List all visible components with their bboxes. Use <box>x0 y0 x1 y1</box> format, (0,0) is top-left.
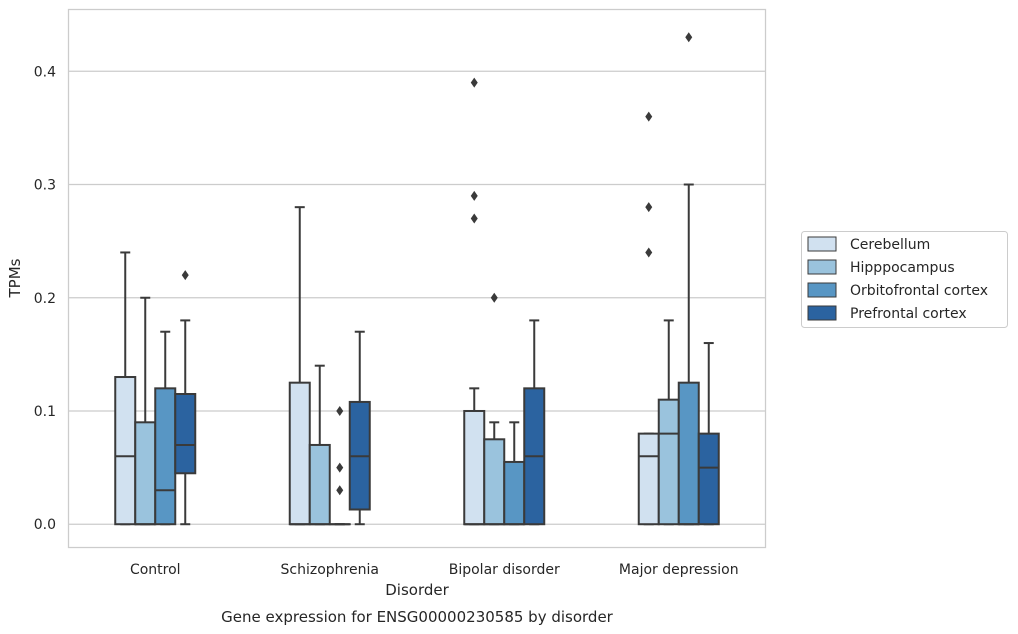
box-groups <box>114 32 720 526</box>
x-tick-label: Schizophrenia <box>281 562 379 578</box>
box-body <box>288 381 311 526</box>
x-tick-label: Control <box>130 562 181 578</box>
legend-swatch <box>807 259 837 275</box>
box-cerebellum <box>114 251 137 526</box>
outlier-point <box>490 292 498 303</box>
box-body <box>697 432 720 526</box>
box-body <box>308 443 331 526</box>
y-axis-label: TPMs <box>6 258 24 298</box>
x-tick-label: Major depression <box>619 562 739 578</box>
legend-label: Prefrontal cortex <box>850 306 967 322</box>
outlier-point <box>336 462 344 473</box>
legend-item: Orbitofrontal cortex <box>807 282 988 299</box>
outlier-point <box>645 202 653 213</box>
box-prefrontal-cortex <box>174 270 197 526</box>
y-tick-label: 0.4 <box>34 64 56 80</box>
legend-label: Orbitofrontal cortex <box>850 283 988 299</box>
box-body <box>154 387 177 526</box>
legend-label: Hipppocampus <box>850 260 955 276</box>
outlier-point <box>645 247 653 258</box>
box-prefrontal-cortex <box>697 342 720 526</box>
category-group <box>637 32 720 526</box>
plot-area-frame <box>67 8 767 549</box>
box-body <box>114 376 137 526</box>
y-tick-label: 0.2 <box>34 291 56 307</box>
box-body <box>657 398 680 526</box>
legend-item: Prefrontal cortex <box>807 305 967 322</box>
x-tick-label: Bipolar disorder <box>449 562 560 578</box>
outlier-point <box>470 213 478 224</box>
category-group <box>288 206 371 526</box>
box-body <box>174 393 197 475</box>
legend-swatch <box>807 282 837 298</box>
box-hipppocampus <box>308 364 331 526</box>
outlier-point <box>645 111 653 122</box>
y-tick-label: 0.3 <box>34 178 56 194</box>
legend-label: Cerebellum <box>850 237 930 253</box>
outlier-point <box>470 77 478 88</box>
legend-item: Cerebellum <box>807 236 930 253</box>
x-axis-ticks: Control Schizophrenia Bipolar disorder Majo… <box>130 562 739 578</box>
box-cerebellum <box>637 111 660 526</box>
box-body <box>483 438 506 526</box>
y-axis-ticks: 0.0 0.1 0.2 0.3 0.4 <box>34 64 56 533</box>
box-body <box>677 381 700 526</box>
outlier-point <box>336 405 344 416</box>
legend-swatch <box>807 236 837 252</box>
y-tick-label: 0.1 <box>34 404 56 420</box>
outlier-point <box>181 270 189 281</box>
box-body <box>463 409 486 526</box>
y-tick-label: 0.0 <box>34 517 56 533</box>
outlier-point <box>685 32 693 43</box>
legend-swatch <box>807 305 837 321</box>
legend: Cerebellum Hipppocampus Orbitofrontal cort… <box>801 231 1008 328</box>
legend-item: Hipppocampus <box>807 259 955 276</box>
box-prefrontal-cortex <box>523 319 546 526</box>
box-body <box>637 432 660 526</box>
box-body <box>134 421 157 526</box>
figure-caption: Gene expression for ENSG00000230585 by d… <box>221 608 614 626</box>
category-group <box>114 251 197 526</box>
box-orbitofrontal-cortex <box>328 405 351 526</box>
legend-frame <box>801 231 1008 328</box>
category-group <box>463 77 546 526</box>
box-prefrontal-cortex <box>348 330 371 526</box>
x-axis-label: Disorder <box>385 581 449 599</box>
outlier-point <box>470 190 478 201</box>
box-body <box>503 460 526 526</box>
outlier-point <box>336 485 344 496</box>
